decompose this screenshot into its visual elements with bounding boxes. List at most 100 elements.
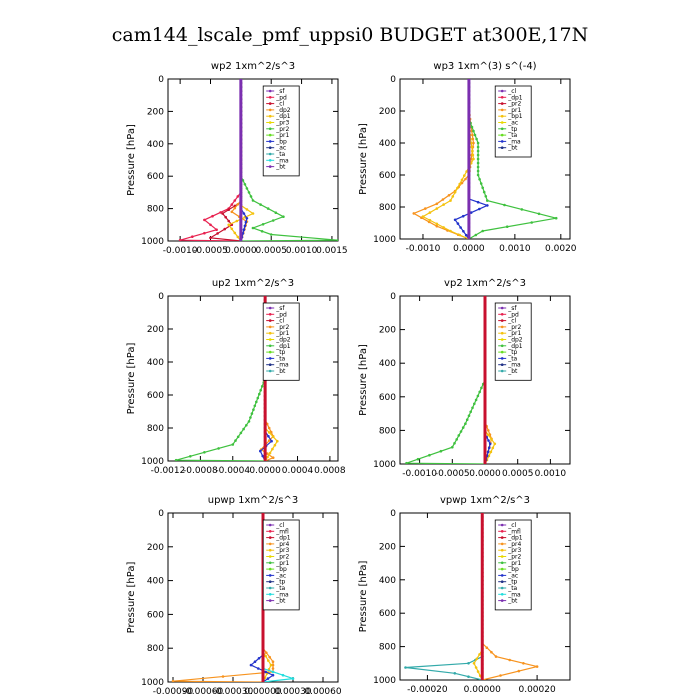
data-point xyxy=(271,673,275,677)
y-tick-label: 1000 xyxy=(373,235,396,245)
data-point xyxy=(474,398,478,402)
data-point xyxy=(476,161,480,165)
data-point xyxy=(478,390,482,394)
y-tick-label: 200 xyxy=(379,107,396,117)
legend-marker xyxy=(500,561,504,565)
data-point xyxy=(236,435,240,439)
legend-label: _tp xyxy=(507,579,517,586)
legend-label: _cl xyxy=(275,318,284,325)
data-point xyxy=(254,400,258,404)
data-point xyxy=(489,450,493,454)
data-point xyxy=(259,203,262,206)
data-point xyxy=(269,663,273,667)
legend-label: _ma xyxy=(507,591,521,598)
data-point xyxy=(271,663,275,667)
data-point xyxy=(435,202,439,206)
data-point xyxy=(259,388,263,392)
data-point xyxy=(267,659,270,662)
legend-label: _pr3 xyxy=(275,120,289,127)
panel-title: vp2 1xm^2/s^3 xyxy=(444,278,526,289)
legend-marker xyxy=(500,325,504,329)
data-point xyxy=(471,406,474,410)
data-point xyxy=(456,222,460,225)
data-point xyxy=(266,207,270,210)
x-tick-label: -0.0010 xyxy=(406,244,441,254)
data-point xyxy=(242,212,246,215)
y-tick-label: 800 xyxy=(147,424,164,434)
x-tick-label: -0.0010 xyxy=(402,469,437,479)
y-tick-label: 0 xyxy=(390,292,396,302)
x-tick-label: -0.0005 xyxy=(435,469,470,479)
data-point xyxy=(476,173,480,177)
data-point xyxy=(265,651,268,654)
data-point xyxy=(216,232,219,235)
data-point xyxy=(243,183,247,186)
legend-label: _pr3 xyxy=(507,547,521,554)
data-point xyxy=(488,442,492,446)
data-point xyxy=(476,157,480,161)
data-point xyxy=(471,149,474,153)
x-tick-label: 0.0000 xyxy=(249,466,281,476)
data-point xyxy=(247,191,251,194)
data-point xyxy=(249,663,253,667)
data-point xyxy=(467,675,470,678)
legend-marker xyxy=(268,159,272,162)
data-point xyxy=(242,427,245,431)
y-tick-label: 600 xyxy=(379,609,396,619)
data-point xyxy=(472,157,475,161)
legend-marker xyxy=(268,319,272,322)
series-group xyxy=(405,296,497,464)
y-tick-label: 400 xyxy=(379,576,396,586)
data-point xyxy=(227,219,230,223)
y-tick-label: 0 xyxy=(390,75,396,85)
legend-marker xyxy=(268,580,272,583)
data-point xyxy=(251,226,255,230)
legend-label: _bt xyxy=(507,598,518,605)
data-point xyxy=(469,141,473,145)
data-point xyxy=(476,153,480,157)
legend-marker xyxy=(500,555,504,558)
data-point xyxy=(257,667,260,670)
x-tick-label: -0.0005 xyxy=(193,246,228,256)
panel-4: vp2 1xm^2/s^3 Pressure [hPa] 0 200 400 600 800… xyxy=(358,278,571,479)
data-point xyxy=(269,430,273,434)
data-point xyxy=(470,125,474,129)
legend-label: _pr4 xyxy=(507,541,521,548)
data-point xyxy=(481,229,485,233)
data-point xyxy=(487,433,490,437)
data-point xyxy=(465,170,468,173)
legend-marker xyxy=(268,593,272,596)
data-point xyxy=(257,657,261,660)
data-point xyxy=(227,208,230,211)
y-axis-label: Pressure [hPa] xyxy=(358,123,369,195)
y-tick-label: 800 xyxy=(147,205,164,215)
data-point xyxy=(453,442,456,445)
data-point xyxy=(271,670,275,674)
data-point xyxy=(469,211,473,214)
data-point xyxy=(268,451,272,455)
data-point xyxy=(274,211,278,214)
panel-title: wp2 1xm^2/s^3 xyxy=(211,61,295,72)
data-point xyxy=(441,198,445,201)
data-point xyxy=(522,662,525,665)
data-point xyxy=(252,408,255,412)
y-tick-label: 400 xyxy=(147,358,164,368)
data-point xyxy=(458,233,462,237)
legend-marker xyxy=(500,338,504,341)
legend-label: _bt xyxy=(275,598,286,605)
legend-label: _sf xyxy=(507,305,517,312)
x-tick-label: -0.00090 xyxy=(153,687,194,697)
y-axis-label: Pressure [hPa] xyxy=(126,562,137,634)
data-point xyxy=(245,217,249,220)
legend-marker xyxy=(268,536,272,539)
data-point xyxy=(447,194,451,197)
data-point xyxy=(476,394,480,398)
legend-label: _ac xyxy=(275,145,286,152)
data-point xyxy=(245,424,248,427)
legend-marker xyxy=(500,567,504,571)
data-point xyxy=(236,203,240,206)
series-group xyxy=(178,79,338,241)
data-point xyxy=(471,133,474,137)
data-point xyxy=(473,402,476,406)
